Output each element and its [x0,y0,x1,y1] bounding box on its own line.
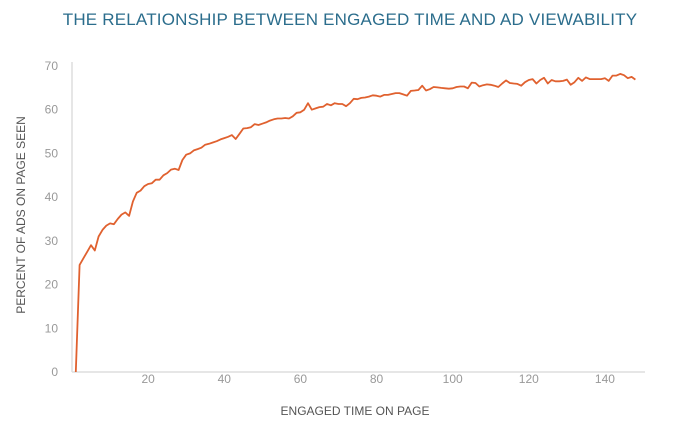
x-axis-label: ENGAGED TIME ON PAGE [281,404,430,418]
y-tick-label: 20 [45,278,59,292]
series-line [74,73,636,373]
y-axis-label: PERCENT OF ADS ON PAGE SEEN [14,116,28,314]
y-tick-label: 10 [45,321,59,335]
x-tick-label: 40 [218,372,232,386]
x-tick-label: 100 [443,372,463,386]
chart-title: THE RELATIONSHIP BETWEEN ENGAGED TIME AN… [62,10,638,29]
y-tick-label: 0 [51,365,58,379]
y-tick-label: 30 [45,234,59,248]
x-tick-label: 120 [519,372,539,386]
x-tick-label: 80 [370,372,384,386]
y-tick-label: 50 [45,146,59,160]
x-tick-label: 20 [141,372,155,386]
y-tick-label: 70 [45,59,59,73]
y-tick-label: 60 [45,103,59,117]
x-tick-label: 60 [294,372,308,386]
x-tick-label: 140 [595,372,615,386]
y-tick-label: 40 [45,190,59,204]
